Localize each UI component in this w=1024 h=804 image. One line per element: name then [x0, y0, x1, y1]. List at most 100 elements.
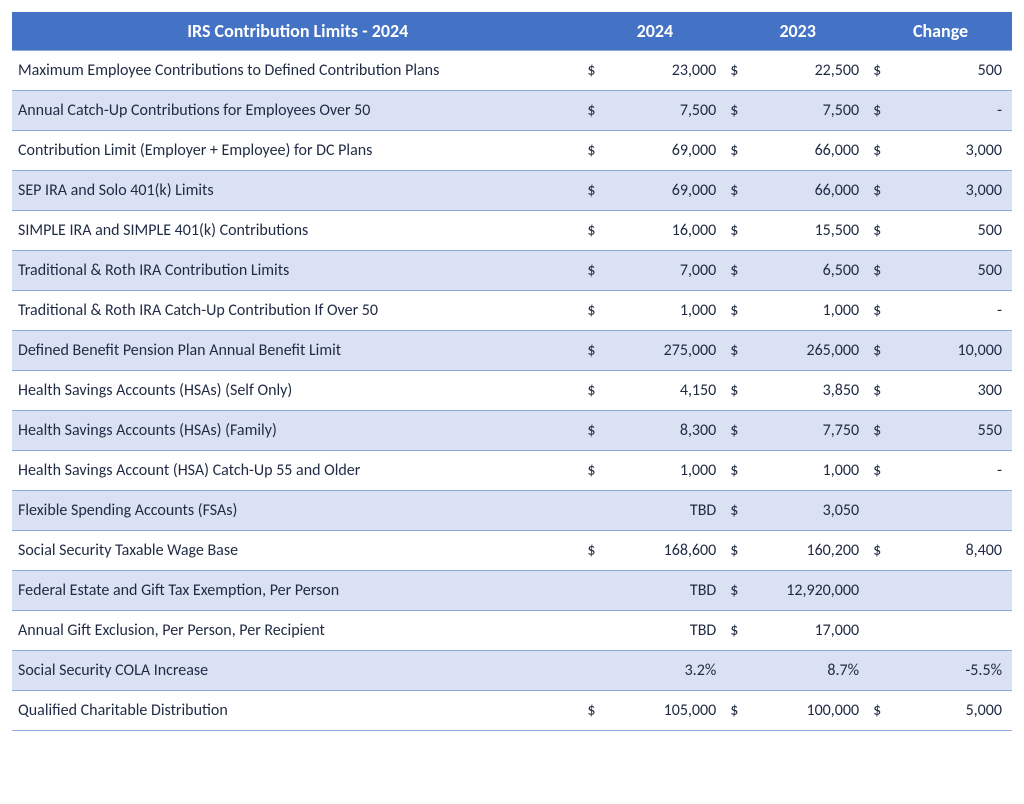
value-2024: 105,000 — [606, 691, 726, 731]
row-label: Traditional & Roth IRA Catch-Up Contribu… — [12, 291, 583, 331]
currency-2023: $ — [726, 51, 748, 91]
currency-2024 — [583, 651, 605, 691]
currency-2023: $ — [726, 611, 748, 651]
currency-change: $ — [869, 331, 891, 371]
currency-2024: $ — [583, 371, 605, 411]
currency-2024: $ — [583, 51, 605, 91]
currency-change — [869, 491, 891, 531]
currency-2023: $ — [726, 571, 748, 611]
currency-2023: $ — [726, 251, 748, 291]
value-2024: TBD — [606, 571, 726, 611]
currency-change: $ — [869, 51, 891, 91]
row-label: Social Security Taxable Wage Base — [12, 531, 583, 571]
value-change: 500 — [892, 51, 1012, 91]
table-row: Flexible Spending Accounts (FSAs) TBD$3,0… — [12, 491, 1012, 531]
value-change: 3,000 — [892, 131, 1012, 171]
row-label: Annual Gift Exclusion, Per Person, Per R… — [12, 611, 583, 651]
table-row: Annual Catch-Up Contributions for Employ… — [12, 91, 1012, 131]
row-label: Traditional & Roth IRA Contribution Limi… — [12, 251, 583, 291]
value-change: 3,000 — [892, 171, 1012, 211]
currency-2024: $ — [583, 251, 605, 291]
value-2024: 23,000 — [606, 51, 726, 91]
row-label: Health Savings Accounts (HSAs) (Self Onl… — [12, 371, 583, 411]
currency-2024 — [583, 491, 605, 531]
value-2023: 12,920,000 — [749, 571, 869, 611]
currency-2024 — [583, 611, 605, 651]
value-2024: 69,000 — [606, 171, 726, 211]
value-change: - — [892, 291, 1012, 331]
currency-2024: $ — [583, 131, 605, 171]
value-2024: 1,000 — [606, 451, 726, 491]
col-header-label: IRS Contribution Limits - 2024 — [12, 12, 583, 51]
value-2024: TBD — [606, 611, 726, 651]
currency-2023: $ — [726, 91, 748, 131]
currency-2024: $ — [583, 171, 605, 211]
col-header-2024: 2024 — [583, 12, 726, 51]
value-change — [892, 491, 1012, 531]
row-label: SIMPLE IRA and SIMPLE 401(k) Contributio… — [12, 211, 583, 251]
currency-2024: $ — [583, 331, 605, 371]
row-label: Social Security COLA Increase — [12, 651, 583, 691]
table-body: Maximum Employee Contributions to Define… — [12, 51, 1012, 731]
value-2023: 1,000 — [749, 291, 869, 331]
currency-2024: $ — [583, 691, 605, 731]
currency-change — [869, 611, 891, 651]
table-row: Federal Estate and Gift Tax Exemption, P… — [12, 571, 1012, 611]
row-label: Flexible Spending Accounts (FSAs) — [12, 491, 583, 531]
currency-change: $ — [869, 211, 891, 251]
currency-2023: $ — [726, 131, 748, 171]
currency-2023: $ — [726, 451, 748, 491]
currency-change: $ — [869, 411, 891, 451]
value-change: 550 — [892, 411, 1012, 451]
currency-2023: $ — [726, 291, 748, 331]
currency-2023: $ — [726, 211, 748, 251]
table-row: Health Savings Accounts (HSAs) (Self Onl… — [12, 371, 1012, 411]
table-row: Qualified Charitable Distribution$105,00… — [12, 691, 1012, 731]
value-2023: 7,500 — [749, 91, 869, 131]
currency-2023: $ — [726, 371, 748, 411]
value-2024: 69,000 — [606, 131, 726, 171]
currency-2024: $ — [583, 91, 605, 131]
row-label: Contribution Limit (Employer + Employee)… — [12, 131, 583, 171]
currency-2024 — [583, 571, 605, 611]
value-2023: 265,000 — [749, 331, 869, 371]
table-row: Traditional & Roth IRA Catch-Up Contribu… — [12, 291, 1012, 331]
currency-change: $ — [869, 91, 891, 131]
table-row: Health Savings Account (HSA) Catch-Up 55… — [12, 451, 1012, 491]
table-row: Contribution Limit (Employer + Employee)… — [12, 131, 1012, 171]
value-change: 500 — [892, 211, 1012, 251]
table-row: Maximum Employee Contributions to Define… — [12, 51, 1012, 91]
currency-change: $ — [869, 451, 891, 491]
col-header-2023: 2023 — [726, 12, 869, 51]
value-2023: 66,000 — [749, 131, 869, 171]
value-2023: 3,850 — [749, 371, 869, 411]
currency-2024: $ — [583, 531, 605, 571]
value-2023: 160,200 — [749, 531, 869, 571]
value-2023: 17,000 — [749, 611, 869, 651]
table-row: Annual Gift Exclusion, Per Person, Per R… — [12, 611, 1012, 651]
currency-2023: $ — [726, 491, 748, 531]
currency-change: $ — [869, 371, 891, 411]
table-row: Defined Benefit Pension Plan Annual Bene… — [12, 331, 1012, 371]
value-change — [892, 611, 1012, 651]
row-label: Federal Estate and Gift Tax Exemption, P… — [12, 571, 583, 611]
value-change: - — [892, 451, 1012, 491]
table-row: Health Savings Accounts (HSAs) (Family)$… — [12, 411, 1012, 451]
value-2024: 3.2% — [606, 651, 726, 691]
currency-change: $ — [869, 131, 891, 171]
value-change — [892, 571, 1012, 611]
value-2023: 7,750 — [749, 411, 869, 451]
row-label: Annual Catch-Up Contributions for Employ… — [12, 91, 583, 131]
currency-2023: $ — [726, 691, 748, 731]
currency-change: $ — [869, 171, 891, 211]
value-2023: 15,500 — [749, 211, 869, 251]
currency-change: $ — [869, 691, 891, 731]
value-2024: 1,000 — [606, 291, 726, 331]
value-2023: 3,050 — [749, 491, 869, 531]
value-2024: 168,600 — [606, 531, 726, 571]
value-2024: TBD — [606, 491, 726, 531]
value-2024: 8,300 — [606, 411, 726, 451]
row-label: Health Savings Accounts (HSAs) (Family) — [12, 411, 583, 451]
value-change: 5,000 — [892, 691, 1012, 731]
currency-2024: $ — [583, 411, 605, 451]
